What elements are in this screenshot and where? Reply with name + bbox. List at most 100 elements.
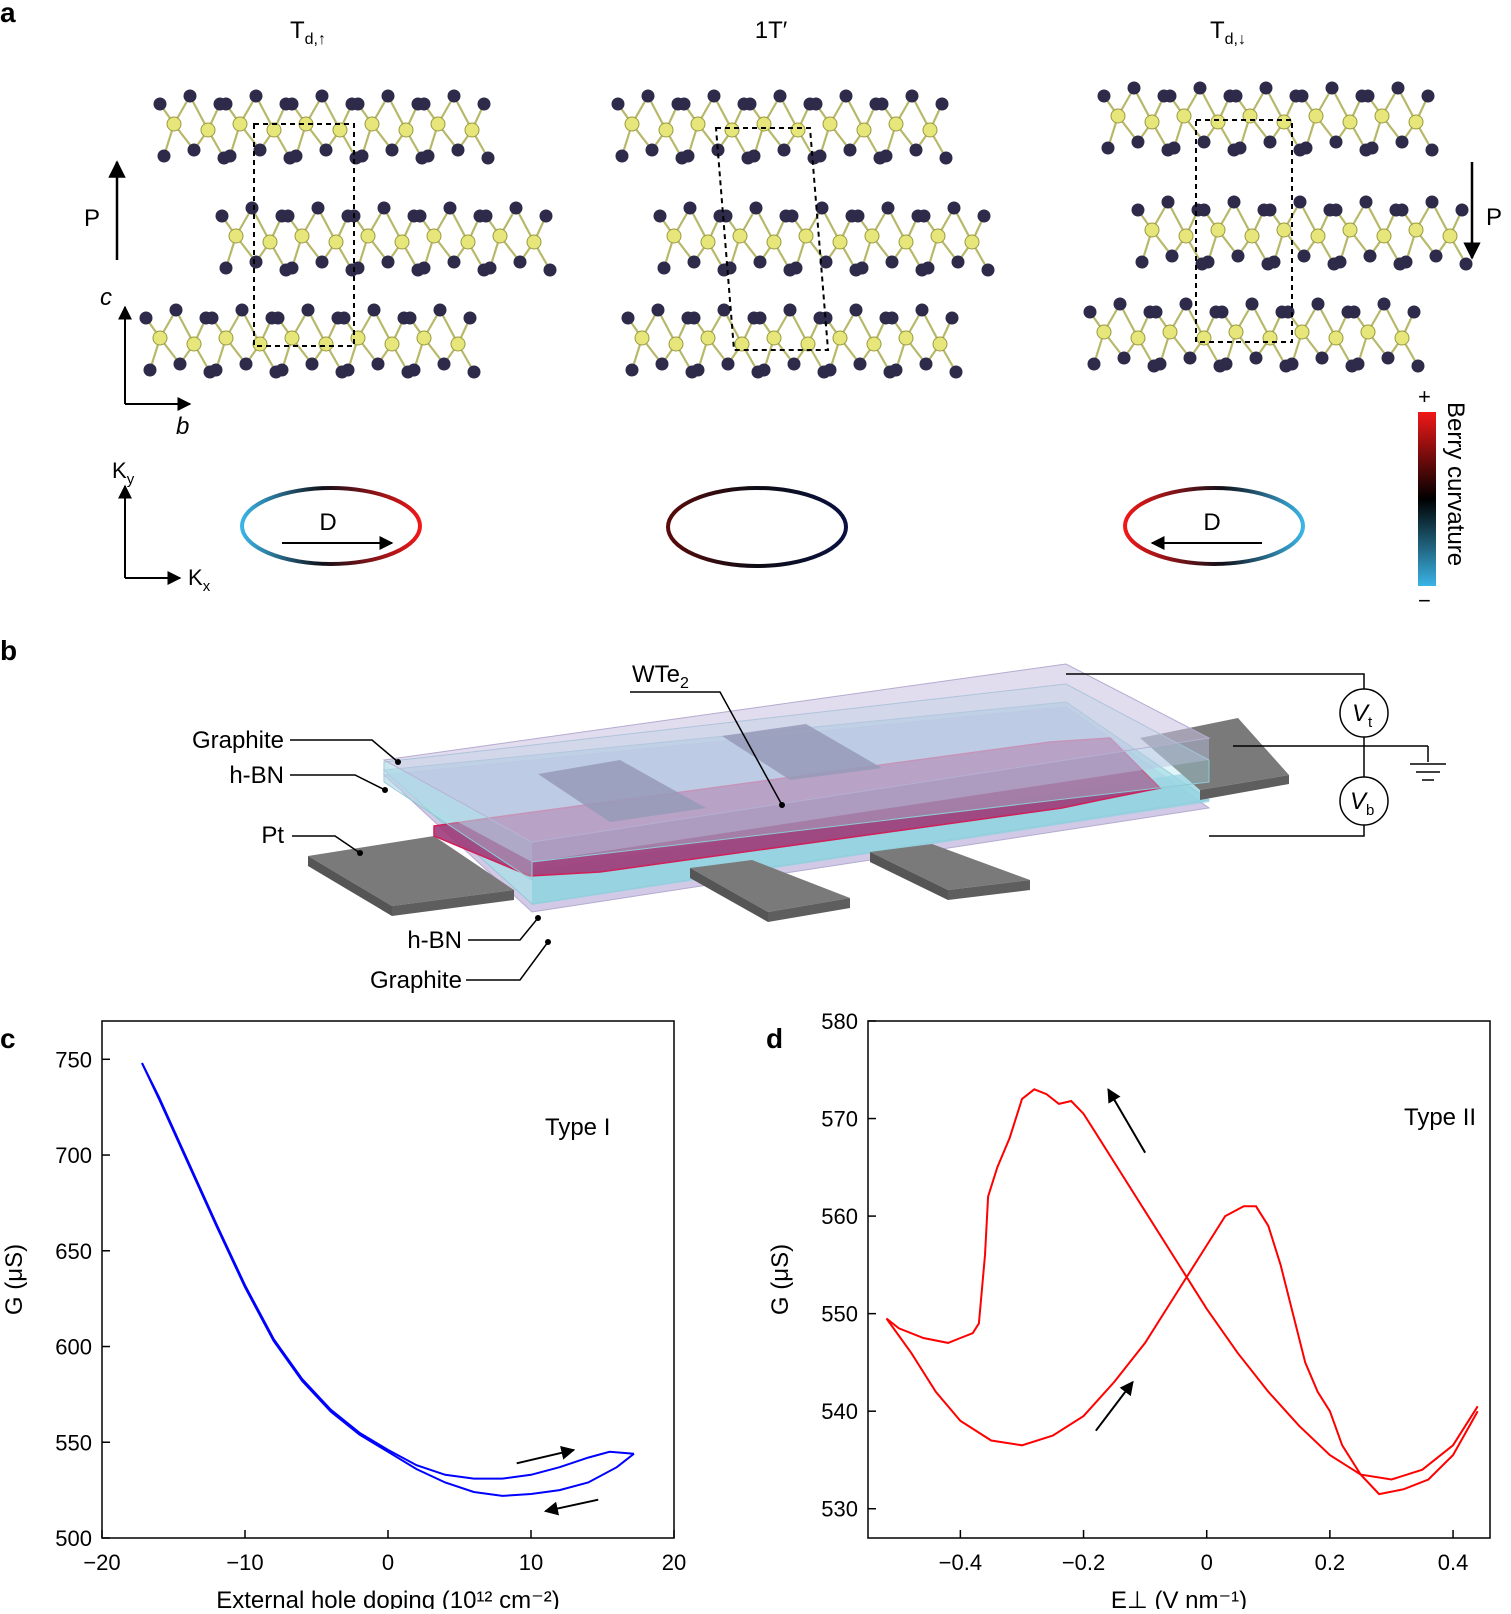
leader-lines (290, 691, 783, 981)
series-line-2 (141, 1062, 635, 1497)
x-tick-label: −0.4 (939, 1550, 982, 1575)
td-up-layer-top (153, 89, 495, 165)
polarization-label-left: P (84, 205, 100, 232)
label-hbn-bottom: h-BN (407, 927, 462, 954)
chart-d: −0.4 −0.2 0 0.2 0.4 530 540 550 560 570 580 E⊥ (V n… (767, 1009, 1491, 1614)
y-tick-label: 540 (821, 1399, 858, 1424)
structure-title-td-up: Td,↑ (290, 17, 326, 48)
onet-layer-top (611, 89, 953, 165)
circuit (1066, 673, 1446, 837)
colorbar-minus: − (1418, 588, 1431, 613)
x-tick-label: −20 (83, 1550, 120, 1575)
x-axis-label: External hole doping (10¹² cm⁻²) (216, 1587, 559, 1609)
x-tick-label: 20 (662, 1550, 686, 1575)
y-tick-label: 560 (821, 1204, 858, 1229)
pt-electrode-bottom-2 (870, 844, 1030, 890)
colorbar-plus: + (1418, 384, 1431, 409)
berry-ring-right (1123, 486, 1305, 566)
axis-kx-label: Kx (188, 565, 211, 595)
leader-dots (357, 759, 785, 945)
x-tick-label: −0.2 (1062, 1550, 1105, 1575)
sweep-arrow-1 (1107, 1088, 1146, 1154)
colorbar-title: Berry curvature (1442, 402, 1469, 566)
axis-b-label: b (176, 413, 189, 440)
td-up-layer-bottom (139, 303, 481, 379)
unit-cell-td-down (1195, 119, 1293, 343)
berry-ring-left (240, 486, 422, 566)
td-up-layer-middle (215, 201, 557, 277)
x-tick-label: 0 (382, 1550, 394, 1575)
device-schematic (308, 663, 1289, 922)
td-down-layer-bottom (1083, 297, 1425, 373)
unit-cell-td-up (253, 123, 355, 347)
y-tick-label: 500 (55, 1526, 92, 1551)
berry-colorbar (1418, 412, 1436, 586)
dipole-label-right: D (1203, 509, 1220, 536)
annotation-type-ii: Type II (1404, 1104, 1476, 1131)
dipole-label-left: D (319, 509, 336, 536)
pt-electrode-bottom-1 (690, 860, 850, 912)
y-axis-label: G (μS) (767, 1244, 794, 1315)
label-pt: Pt (261, 822, 284, 849)
series-line-1 (885, 1088, 1479, 1481)
x-axis-label: E⊥ (V nm⁻¹) (1111, 1587, 1247, 1609)
x-tick-label: 0 (1201, 1550, 1213, 1575)
x-tick-label: 0.4 (1438, 1550, 1469, 1575)
y-tick-label: 580 (821, 1009, 858, 1034)
td-down-layer-middle (1131, 195, 1473, 271)
panel-label-b: b (0, 635, 17, 666)
crystal-structures (139, 81, 1473, 379)
label-vt: Vt (1352, 700, 1373, 731)
polarization-label-right: P (1486, 204, 1502, 231)
y-tick-label: 550 (55, 1430, 92, 1455)
pt-electrode-bottom-1-edge (768, 898, 850, 922)
td-down-layer-top (1097, 81, 1439, 157)
berry-ring-middle (666, 486, 848, 568)
onet-layer-middle (653, 201, 995, 277)
voltmeter-vb (1339, 776, 1389, 826)
graphite-top-front (532, 738, 1209, 862)
graphite-top-side (384, 760, 532, 862)
y-tick-label: 700 (55, 1143, 92, 1168)
label-hbn-top: h-BN (229, 762, 284, 789)
series-line-2 (885, 1205, 1479, 1496)
y-tick-label: 570 (821, 1107, 858, 1132)
plot-frame (867, 1020, 1491, 1539)
y-tick-label: 530 (821, 1497, 858, 1522)
label-graphite-top: Graphite (192, 727, 284, 754)
y-tick-label: 550 (821, 1302, 858, 1327)
voltmeter-vt (1339, 688, 1389, 738)
label-wte2: WTe2 (632, 661, 689, 692)
label-vb: Vb (1350, 788, 1374, 819)
unit-cell-1t-prime (714, 127, 830, 351)
pt-electrode-left-edge (392, 890, 514, 916)
x-tick-label: 10 (519, 1550, 543, 1575)
pt-electrode-right-edge (1200, 775, 1289, 800)
y-tick-label: 650 (55, 1239, 92, 1264)
x-tick-label: −10 (226, 1550, 263, 1575)
pt-electrode-bottom-1-front (690, 868, 768, 922)
x-tick-label: 0.2 (1315, 1550, 1346, 1575)
label-graphite-bottom: Graphite (370, 967, 462, 994)
axis-ky-label: Ky (112, 458, 135, 488)
plot-frame (101, 1020, 675, 1539)
pt-electrode-bottom-2-front (870, 852, 948, 900)
pt-electrode-bottom-2-edge (948, 880, 1030, 900)
annotation-type-i: Type I (545, 1114, 610, 1141)
y-axis-label: G (μS) (1, 1244, 28, 1315)
y-tick-label: 600 (55, 1335, 92, 1360)
panel-label-d: d (766, 1023, 783, 1054)
panel-label-c: c (0, 1023, 16, 1054)
sweep-arrow-2 (543, 1498, 599, 1516)
panel-label-a: a (0, 0, 16, 28)
onet-layer-bottom (621, 303, 963, 379)
structure-title-1t-prime: 1T′ (755, 17, 788, 44)
y-tick-label: 750 (55, 1047, 92, 1072)
pt-electrode-left-front (308, 856, 392, 916)
sweep-arrow-1 (516, 1445, 576, 1465)
structure-title-td-down: Td,↓ (1210, 17, 1246, 48)
chart-c: −20 −10 0 10 20 500 550 600 650 700 750 External ho… (1, 1020, 686, 1614)
sweep-arrow-2 (1095, 1380, 1134, 1432)
axis-c-label: c (100, 284, 112, 311)
